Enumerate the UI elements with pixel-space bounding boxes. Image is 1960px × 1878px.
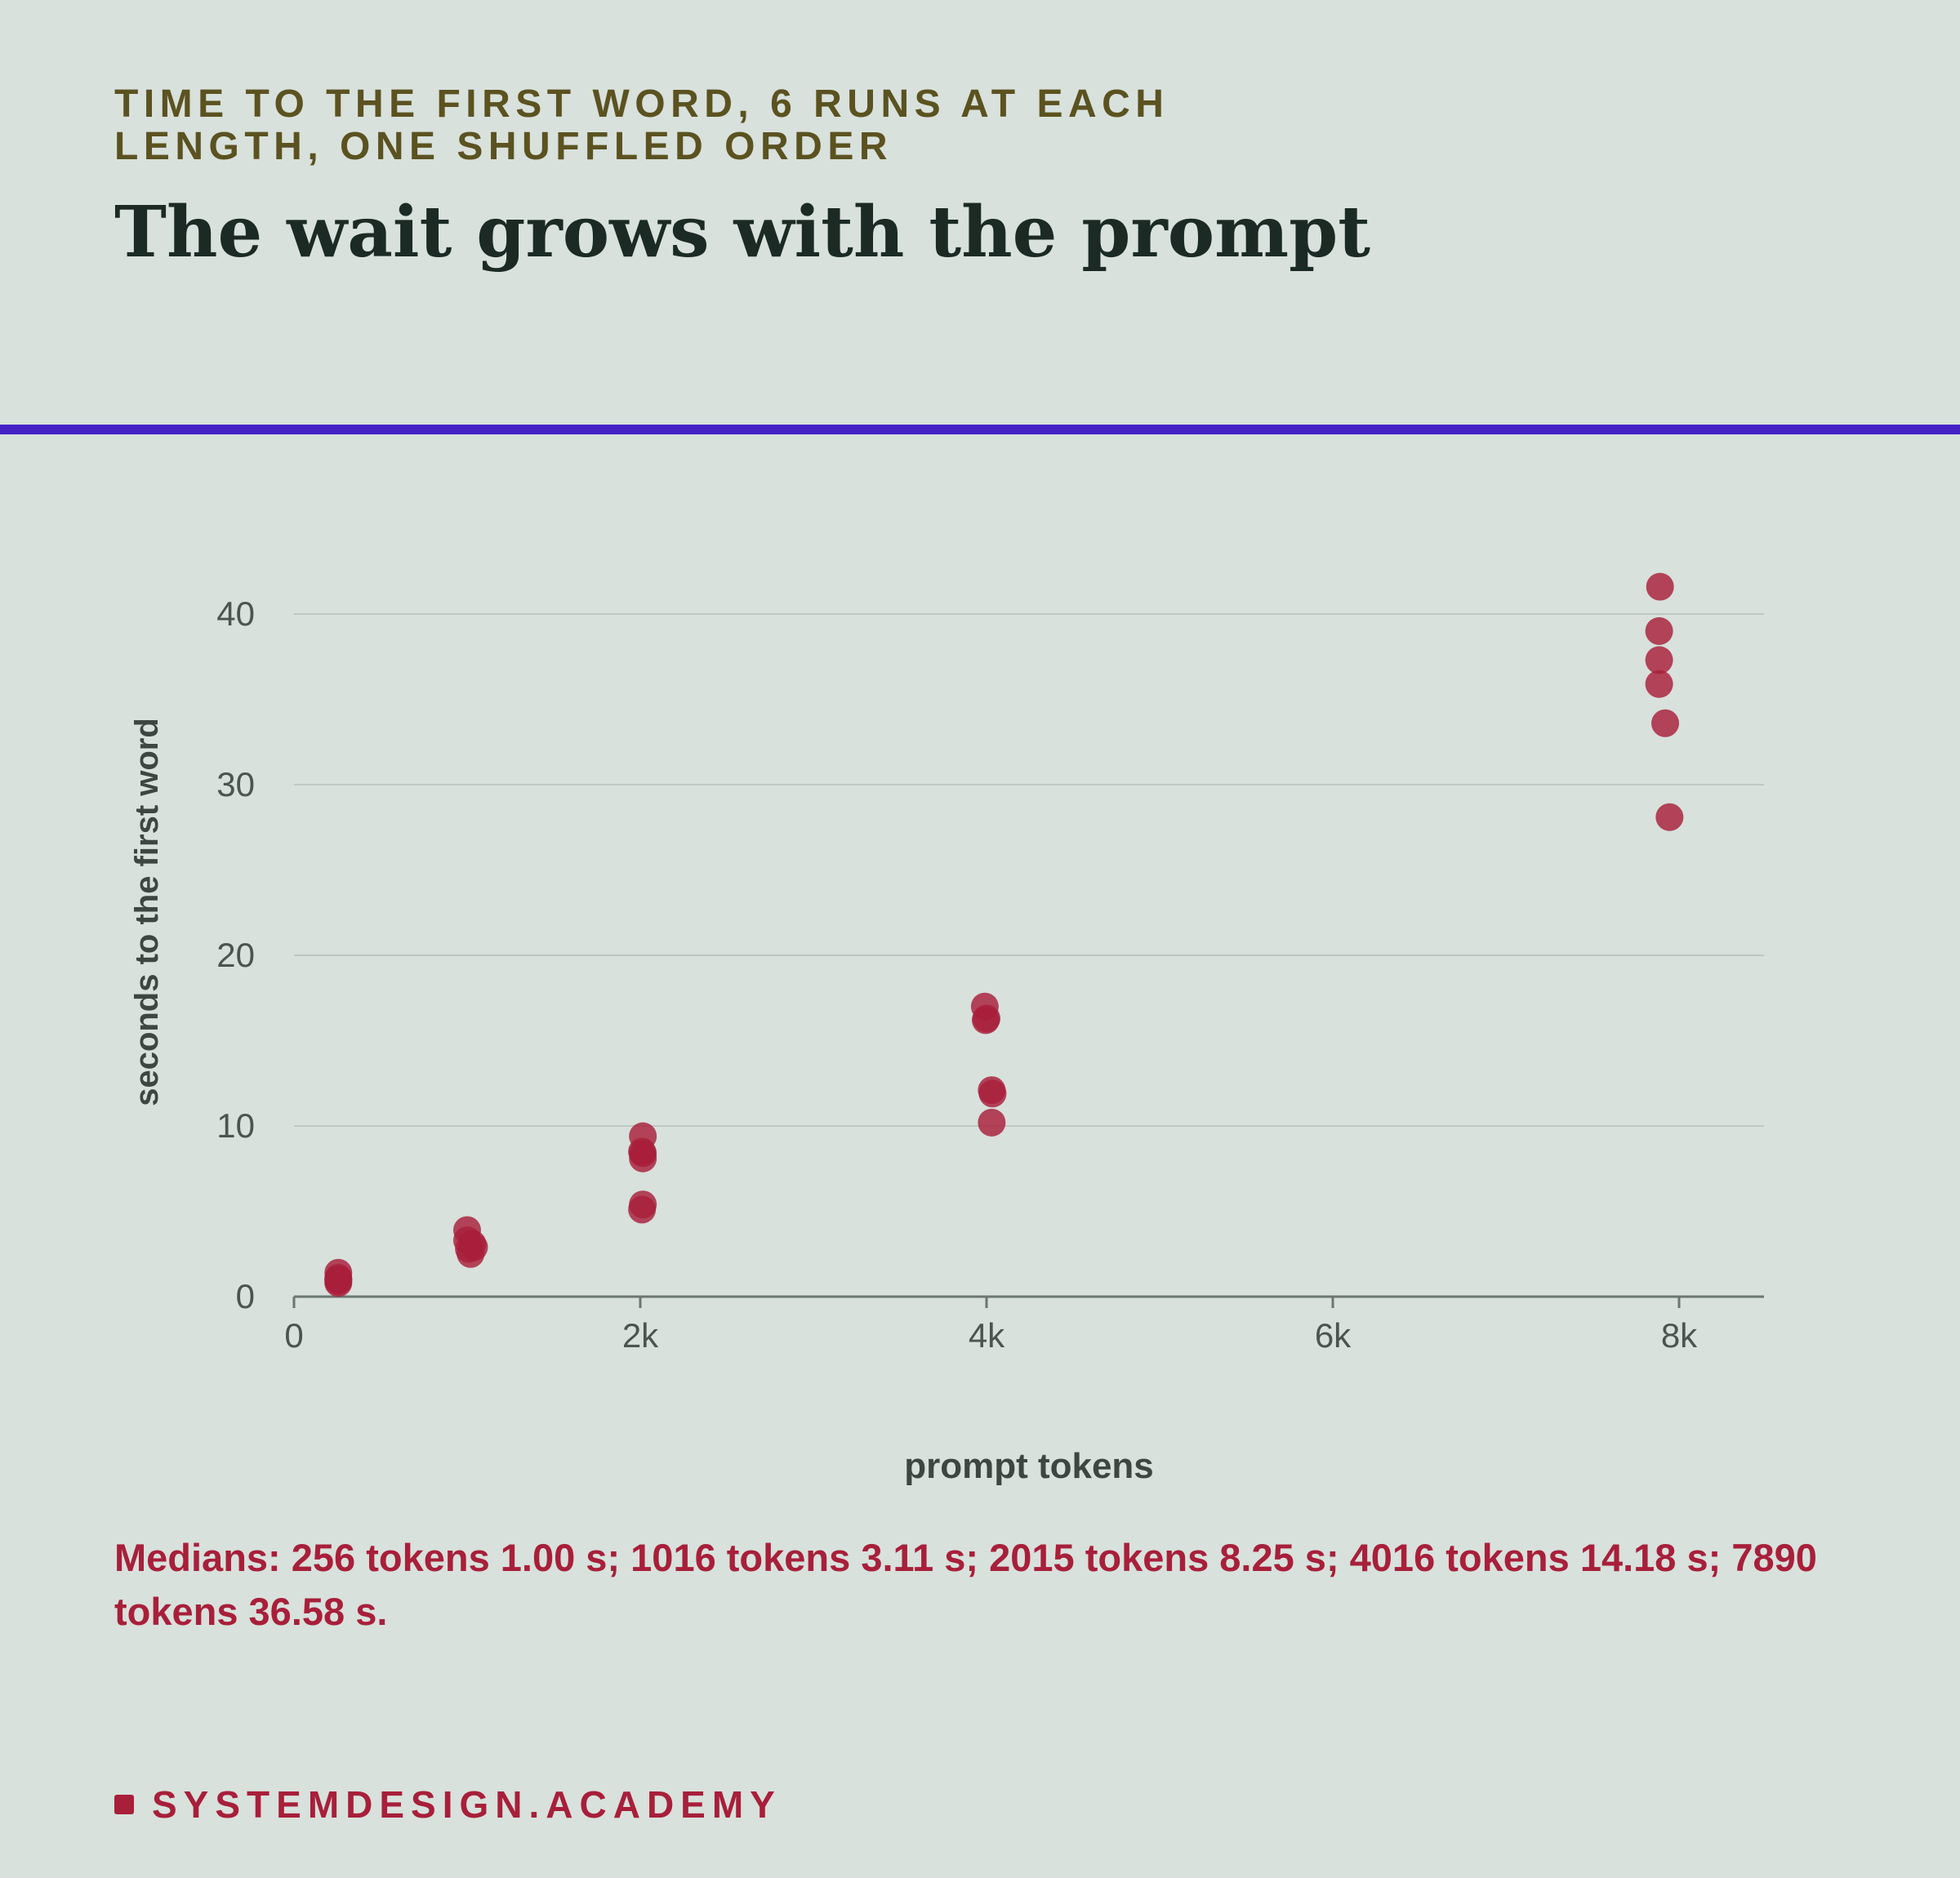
data-point[interactable] [978,1079,1007,1108]
accent-rule [0,425,1960,434]
chart-title: The wait grows with the prompt [114,191,1370,274]
data-point[interactable] [978,1108,1006,1137]
y-tick-label: 40 [216,594,255,633]
chart-kicker: TIME TO THE FIRST WORD, 6 RUNS AT EACH L… [114,82,1169,168]
y-tick-label: 10 [216,1106,255,1145]
y-axis-label: seconds to the first word [129,718,165,1106]
data-point[interactable] [971,1006,1000,1035]
medians-note: Medians: 256 tokens 1.00 s; 1016 tokens … [114,1536,1817,1633]
x-tick-label: 0 [284,1316,303,1355]
axis-ticks: 0 10 20 30 40 0 2k 4k 6k 8k [216,594,1698,1355]
grid-lines [294,613,1764,1127]
data-point[interactable] [1645,616,1673,645]
y-tick-label: 0 [236,1277,255,1315]
data-point[interactable] [1646,572,1674,601]
x-tick-label: 6k [1315,1316,1352,1355]
data-point[interactable] [628,1195,657,1224]
brand-name: SYSTEMDESIGN.ACADEMY [152,1783,782,1826]
x-axis-label: prompt tokens [904,1446,1154,1486]
brand-square-icon [114,1795,134,1814]
data-point[interactable] [1651,709,1680,737]
data-point[interactable] [324,1269,353,1297]
data-point[interactable] [1645,646,1673,674]
data-points [324,572,1684,1297]
footer-brand[interactable]: SYSTEMDESIGN.ACADEMY [114,1780,782,1829]
x-tick-label: 4k [969,1316,1005,1355]
x-tick-label: 8k [1661,1316,1698,1355]
x-tick-label: 2k [622,1316,659,1355]
data-point[interactable] [1655,803,1684,831]
y-tick-label: 20 [216,936,255,974]
data-point[interactable] [457,1239,485,1268]
y-tick-label: 30 [216,765,255,803]
data-point[interactable] [629,1139,657,1168]
data-point[interactable] [1645,670,1673,698]
